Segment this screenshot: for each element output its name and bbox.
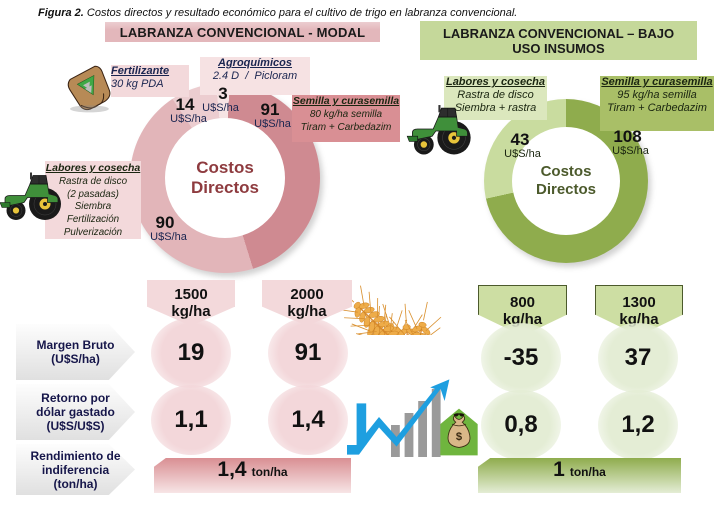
svg-text:$: $	[456, 431, 463, 443]
